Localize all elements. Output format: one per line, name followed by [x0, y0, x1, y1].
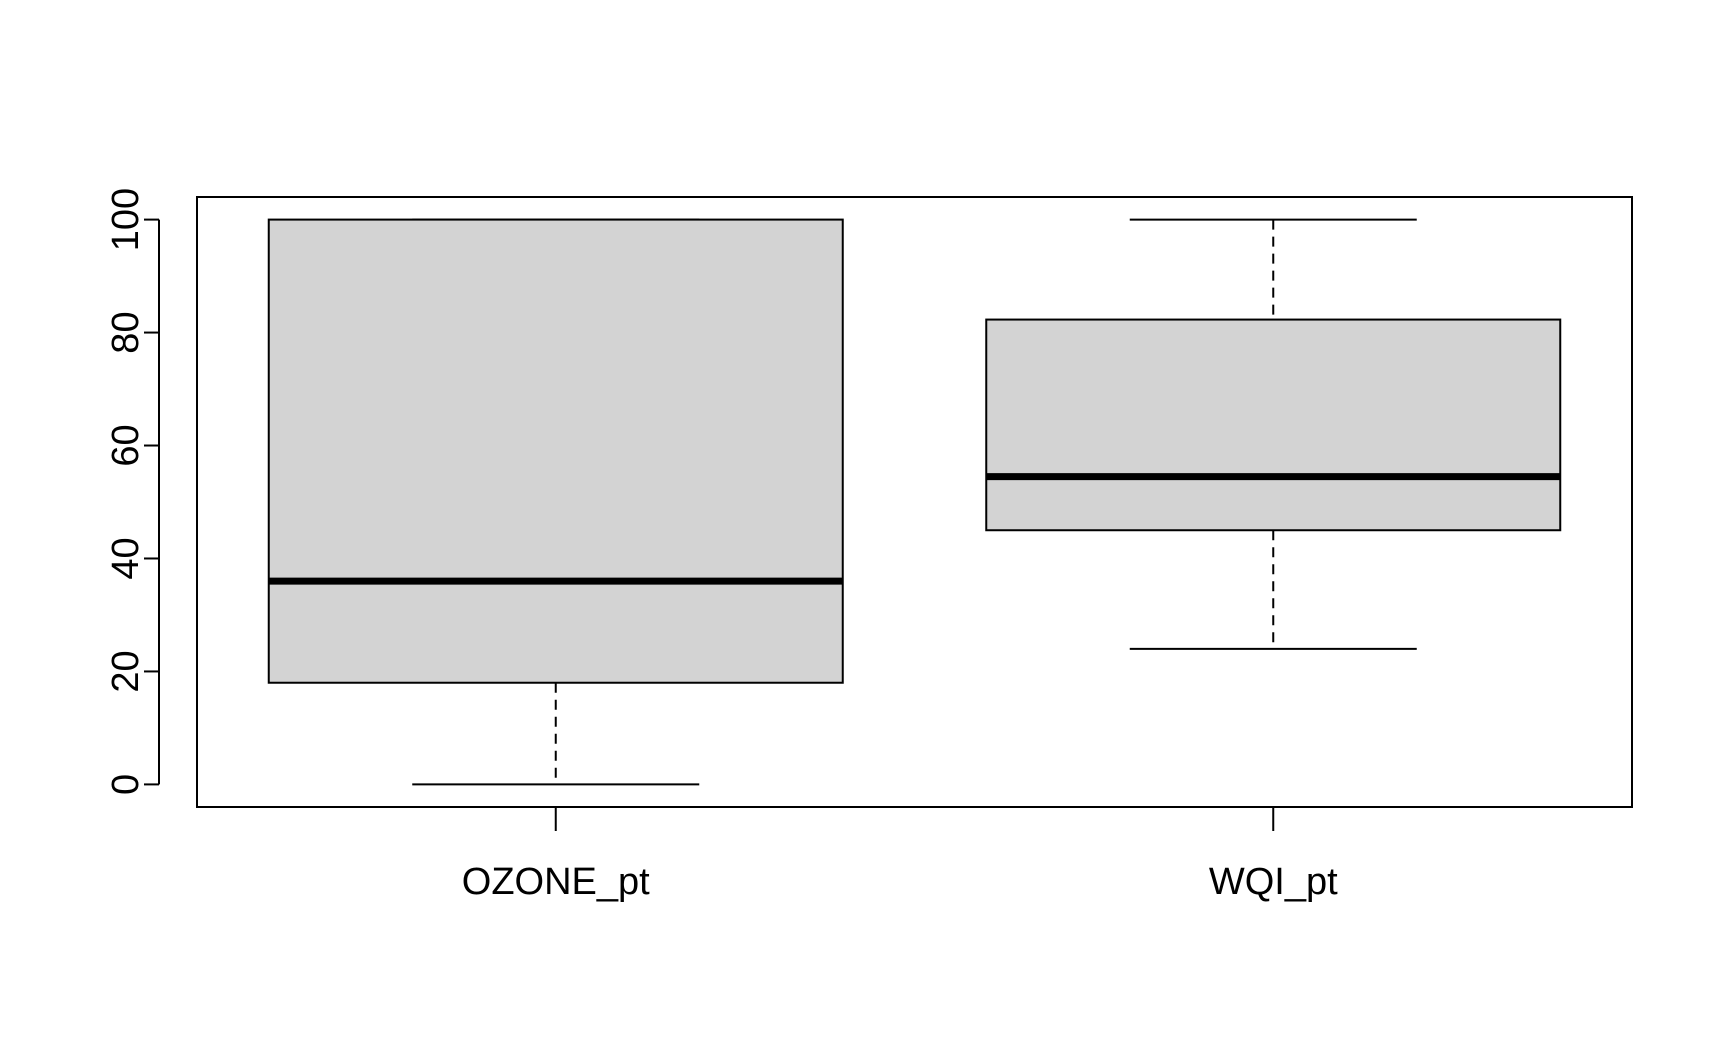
box-ozone-pt	[267, 218, 844, 786]
y-tick-label: 60	[105, 424, 147, 466]
y-tick-label: 100	[105, 188, 147, 251]
x-tick-label: WQI_pt	[1209, 861, 1338, 903]
y-tick-label: 0	[105, 774, 147, 795]
x-tick-label: OZONE_pt	[462, 861, 650, 903]
box-wqi-pt	[985, 218, 1562, 650]
y-tick-label: 20	[105, 650, 147, 692]
y-axis: 0 20 40 60 80 100	[105, 188, 160, 795]
iqr-box	[985, 318, 1562, 532]
y-tick-label: 40	[105, 537, 147, 579]
y-tick-label: 80	[105, 311, 147, 353]
plot-frame	[196, 196, 1633, 808]
iqr-box	[267, 218, 844, 684]
boxes-group	[267, 218, 1562, 786]
x-axis: OZONE_pt WQI_pt	[462, 807, 1338, 903]
